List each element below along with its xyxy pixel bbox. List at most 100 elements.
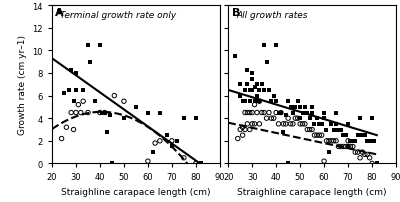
Point — [374, 162, 380, 165]
Point — [266, 111, 272, 115]
Point — [294, 117, 301, 120]
Point — [73, 111, 79, 115]
Point — [261, 89, 267, 92]
Point — [56, 10, 62, 13]
Point — [294, 100, 301, 103]
Point — [290, 123, 296, 126]
Point — [237, 83, 243, 86]
Point — [157, 140, 163, 143]
Point — [251, 103, 258, 107]
Point — [364, 153, 370, 156]
Point — [68, 69, 74, 72]
Point — [63, 126, 70, 129]
Point — [133, 106, 139, 109]
X-axis label: Straighline carapace length (cm): Straighline carapace length (cm) — [237, 187, 387, 196]
Point — [246, 128, 253, 132]
Point — [287, 123, 294, 126]
Point — [321, 117, 327, 120]
Point — [359, 134, 366, 137]
Point — [282, 114, 289, 117]
Point — [282, 123, 289, 126]
Point — [239, 100, 246, 103]
Point — [232, 55, 238, 58]
Point — [345, 123, 351, 126]
Point — [371, 140, 378, 143]
Point — [249, 78, 255, 81]
Point — [104, 130, 110, 134]
Point — [342, 145, 349, 148]
Point — [347, 145, 354, 148]
Point — [352, 140, 358, 143]
Point — [323, 140, 330, 143]
Point — [338, 145, 344, 148]
Point — [340, 134, 346, 137]
Point — [258, 111, 265, 115]
Y-axis label: Growth rate (cm yr–1): Growth rate (cm yr–1) — [18, 35, 27, 135]
Point — [309, 111, 315, 115]
Point — [342, 134, 349, 137]
Point — [299, 123, 306, 126]
Point — [102, 111, 108, 115]
Point — [244, 83, 250, 86]
Point — [251, 85, 258, 89]
Point — [242, 128, 248, 132]
Point — [251, 123, 258, 126]
Point — [193, 162, 199, 165]
Point — [306, 128, 313, 132]
Text: B: B — [232, 8, 240, 18]
Point — [278, 111, 284, 115]
Point — [237, 128, 243, 132]
Point — [273, 44, 279, 47]
Point — [70, 128, 77, 132]
Point — [270, 117, 277, 120]
Point — [335, 128, 342, 132]
Point — [256, 123, 262, 126]
Point — [254, 83, 260, 86]
Point — [87, 61, 94, 64]
Point — [263, 117, 270, 120]
Point — [106, 114, 113, 117]
Point — [244, 123, 250, 126]
Point — [287, 106, 294, 109]
Point — [316, 134, 322, 137]
Point — [366, 140, 373, 143]
Point — [75, 103, 82, 107]
Point — [246, 89, 253, 92]
Point — [311, 134, 318, 137]
Point — [150, 151, 156, 154]
Point — [318, 123, 325, 126]
Point — [306, 117, 313, 120]
Point — [366, 156, 373, 160]
Point — [362, 153, 368, 156]
Point — [73, 89, 79, 92]
Point — [304, 111, 310, 115]
Point — [369, 162, 375, 165]
X-axis label: Straighline carapace length (cm): Straighline carapace length (cm) — [61, 187, 211, 196]
Point — [328, 123, 334, 126]
Point — [285, 100, 291, 103]
Point — [297, 106, 303, 109]
Point — [249, 123, 255, 126]
Point — [347, 140, 354, 143]
Point — [145, 111, 151, 115]
Point — [290, 111, 296, 115]
Point — [328, 140, 334, 143]
Point — [280, 130, 286, 134]
Point — [299, 111, 306, 115]
Point — [273, 111, 279, 115]
Text: All growth rates: All growth rates — [236, 11, 308, 20]
Point — [254, 111, 260, 115]
Legend: FL, TX: FL, TX — [233, 11, 274, 38]
Point — [275, 111, 282, 115]
Point — [164, 134, 170, 137]
Point — [330, 140, 337, 143]
Point — [261, 44, 267, 47]
Point — [354, 151, 361, 154]
Point — [169, 145, 175, 148]
Point — [121, 117, 127, 120]
Point — [302, 106, 308, 109]
Point — [145, 160, 151, 163]
Point — [193, 117, 199, 120]
Point — [268, 117, 274, 120]
Point — [61, 92, 67, 96]
